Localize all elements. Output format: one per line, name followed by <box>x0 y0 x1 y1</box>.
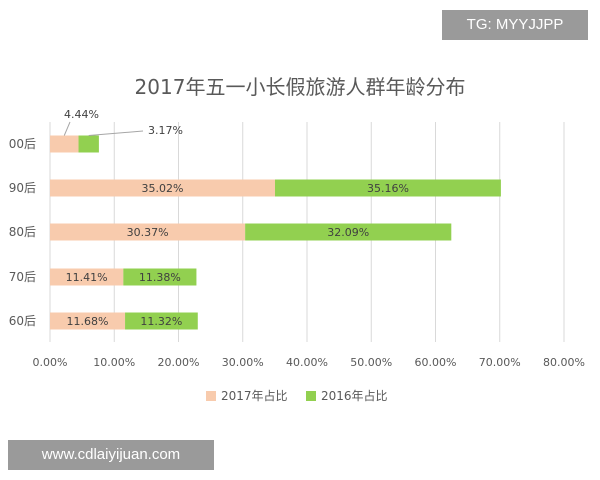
data-label-2016: 11.38% <box>139 271 181 284</box>
bar-2016 <box>275 179 501 197</box>
data-label-2016: 11.32% <box>140 315 182 328</box>
bar-2017 <box>50 312 126 330</box>
bars <box>50 135 501 330</box>
x-tick-label: 50.00% <box>350 356 392 369</box>
x-tick-label: 60.00% <box>415 356 457 369</box>
data-label-2017: 4.44% <box>64 108 99 121</box>
data-label-2017: 30.37% <box>127 226 169 239</box>
x-tick-label: 70.00% <box>479 356 521 369</box>
bar-2017 <box>50 223 246 241</box>
bar-2017 <box>50 179 276 197</box>
data-labels: 4.44% 3.17% 35.02% 35.16% 30.37% 32.09% 11.41%… <box>63 108 409 328</box>
bar-2016 <box>245 223 452 241</box>
legend: 2017年占比 2016年占比 <box>206 388 388 403</box>
category-label: 70后 <box>9 270 36 284</box>
data-label-2016: 3.17% <box>148 124 183 137</box>
category-label: 80后 <box>9 225 36 239</box>
category-label: 60后 <box>9 314 36 328</box>
data-label-2016: 32.09% <box>327 226 369 239</box>
legend-swatch-2016 <box>306 391 316 401</box>
x-tick-label: 40.00% <box>286 356 328 369</box>
bar-2016 <box>123 268 197 286</box>
chart-title: 2017年五一小长假旅游人群年龄分布 <box>135 75 466 99</box>
data-label-2017: 11.68% <box>67 315 109 328</box>
category-label: 90后 <box>9 181 36 195</box>
watermark-bottom: www.cdlaiyijuan.com <box>8 440 214 470</box>
category-labels: 00后 90后 80后 70后 60后 <box>9 137 36 328</box>
data-label-2017: 11.41% <box>66 271 108 284</box>
x-tick-label: 80.00% <box>543 356 585 369</box>
bar-2017 <box>50 268 124 286</box>
legend-swatch-2017 <box>206 391 216 401</box>
legend-label-2017: 2017年占比 <box>221 388 288 403</box>
x-tick-label: 0.00% <box>33 356 68 369</box>
data-label-2016: 35.16% <box>367 182 409 195</box>
category-label: 00后 <box>9 137 36 151</box>
bar-2016 <box>78 135 99 153</box>
leader-line <box>63 121 71 136</box>
leader-line <box>88 130 144 136</box>
watermark-top: TG: MYYJJPP <box>442 10 588 40</box>
x-axis-ticks: 0.00% 10.00% 20.00% 30.00% 40.00% 50.00% 60.00… <box>33 356 585 369</box>
x-tick-label: 10.00% <box>93 356 135 369</box>
legend-label-2016: 2016年占比 <box>321 388 388 403</box>
bar-2016 <box>125 312 198 330</box>
x-tick-label: 30.00% <box>222 356 264 369</box>
x-tick-label: 20.00% <box>158 356 200 369</box>
bar-2017 <box>50 135 79 153</box>
data-label-2017: 35.02% <box>142 182 184 195</box>
